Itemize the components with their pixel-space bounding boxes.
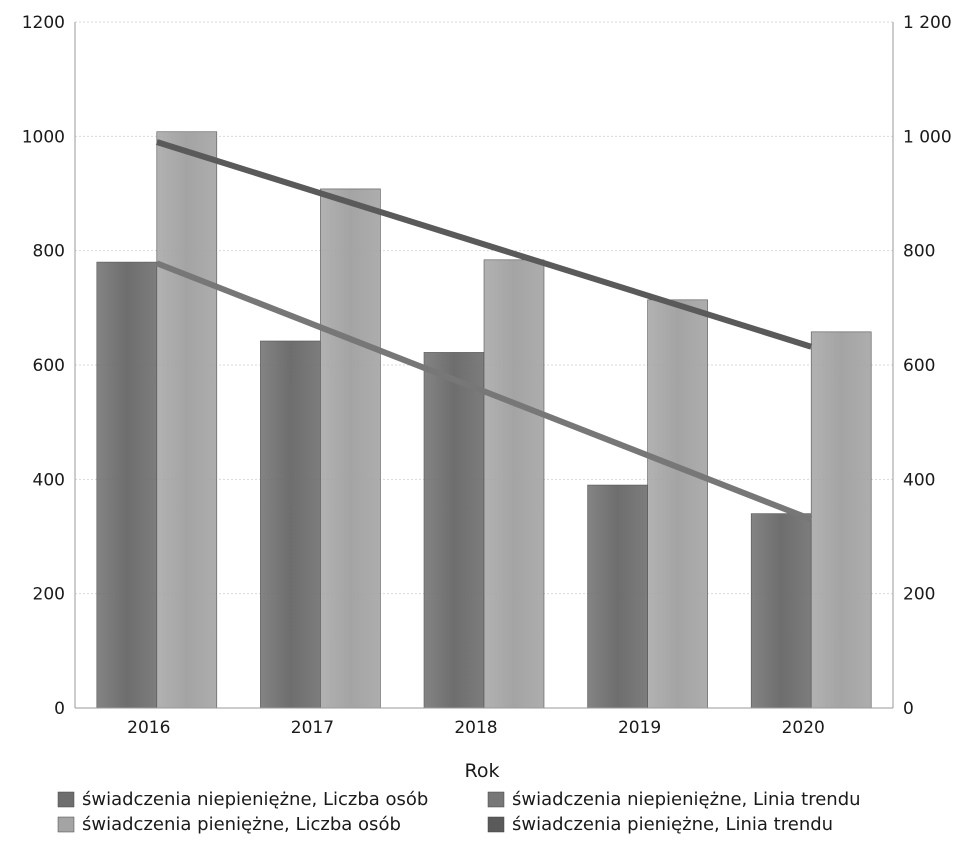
legend-swatch: [487, 816, 505, 833]
bar-pieniezne-2016: [156, 131, 218, 709]
trendline-pieniezne: [155, 139, 813, 350]
y-tick-label-left: 1000: [22, 127, 65, 147]
x-tick-label: 2020: [782, 718, 825, 738]
y-tick-label-left: 400: [33, 470, 65, 490]
axes: 0 0 200 200 400 400 600 600 800 800 1000 1 000 1200 1…: [22, 13, 952, 738]
bar-pieniezne-2017: [320, 188, 381, 709]
bar-niepieniezne-2017: [260, 340, 321, 709]
bar-niepieniezne-2019: [587, 484, 648, 709]
bar-pieniezne-2018: [483, 259, 545, 709]
x-tick-label: 2017: [291, 718, 334, 738]
y-tick-label-left: 800: [33, 242, 65, 262]
y-tick-label-right: 1 000: [903, 127, 952, 147]
bar-niepieniezne-2016: [96, 261, 158, 709]
y-tick-label-right: 400: [903, 470, 935, 490]
legend-label: świadczenia niepieniężne, Liczba osób: [82, 789, 428, 810]
y-tick-label-right: 200: [903, 585, 935, 605]
y-tick-label-left: 0: [54, 699, 65, 719]
bar-pieniezne-2020: [810, 331, 872, 709]
legend-label: świadczenia pieniężne, Linia trendu: [512, 814, 833, 835]
x-tick-label: 2018: [454, 718, 497, 738]
legend-label: świadczenia pieniężne, Liczba osób: [82, 814, 401, 835]
y-tick-label-left: 600: [33, 356, 65, 376]
y-tick-label-right: 0: [903, 699, 914, 719]
trendlines: [155, 139, 813, 523]
bar-niepieniezne-2020: [750, 513, 812, 709]
x-axis-label: Rok: [465, 760, 500, 782]
legend-label: świadczenia niepieniężne, Linia trendu: [512, 789, 861, 810]
legend-swatch: [57, 816, 75, 833]
y-tick-label-left: 200: [33, 585, 65, 605]
trendline-niepieniezne: [155, 260, 813, 523]
bar-niepieniezne-2018: [423, 352, 485, 709]
y-tick-label-left: 1200: [22, 13, 65, 33]
y-tick-label-right: 1 200: [903, 13, 952, 33]
x-tick-label: 2016: [127, 718, 170, 738]
legend: świadczenia niepieniężne, Liczba osób świ…: [57, 789, 861, 835]
bars: [96, 131, 872, 709]
legend-swatch: [487, 791, 505, 808]
x-tick-label: 2019: [618, 718, 661, 738]
y-tick-label-right: 800: [903, 242, 935, 262]
y-tick-label-right: 600: [903, 356, 935, 376]
legend-swatch: [57, 791, 75, 808]
bar-pieniezne-2019: [647, 299, 708, 709]
